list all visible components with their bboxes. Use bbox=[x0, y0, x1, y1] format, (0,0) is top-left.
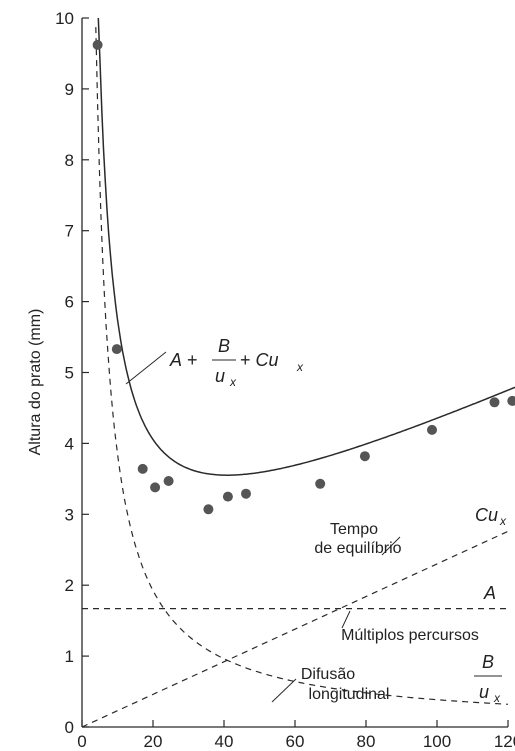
data-point bbox=[507, 395, 515, 406]
svg-text:u: u bbox=[479, 682, 489, 702]
annotation-multiplos: Múltiplos percursos bbox=[341, 627, 479, 644]
x-tick-label: 0 bbox=[77, 732, 86, 751]
svg-text:u: u bbox=[215, 366, 225, 386]
svg-text:x: x bbox=[296, 360, 304, 374]
data-point bbox=[359, 451, 370, 462]
x-ticks: 0 20 40 60 80 100 120 bbox=[77, 720, 515, 751]
curve-total bbox=[97, 17, 515, 476]
y-tick-label: 2 bbox=[65, 576, 74, 595]
y-tick-label: 9 bbox=[65, 80, 74, 99]
y-tick-label: 6 bbox=[65, 293, 74, 312]
x-tick-label: 80 bbox=[357, 732, 376, 751]
leader-multiplos bbox=[341, 610, 351, 629]
y-tick-label: 7 bbox=[65, 222, 74, 241]
label-cu: Cu x bbox=[475, 505, 507, 528]
x-tick-label: 120 bbox=[494, 732, 515, 751]
x-tick-label: 100 bbox=[423, 732, 451, 751]
svg-text:B: B bbox=[482, 652, 494, 672]
x-tick-label: 20 bbox=[144, 732, 163, 751]
svg-text:Cu: Cu bbox=[475, 505, 498, 525]
svg-text:B: B bbox=[218, 336, 230, 356]
data-point bbox=[203, 504, 214, 515]
y-tick-label: 10 bbox=[55, 9, 74, 28]
data-point bbox=[241, 488, 251, 499]
y-tick-label: 5 bbox=[65, 364, 74, 383]
annotation-difusao-line1: Difusão bbox=[301, 666, 355, 683]
data-point bbox=[92, 39, 103, 50]
curve-cu bbox=[81, 530, 509, 728]
curve-b-over-u bbox=[95, 27, 509, 705]
y-tick-label: 4 bbox=[65, 434, 74, 453]
svg-text:x: x bbox=[493, 691, 501, 705]
annotation-tempo-line1: Tempo bbox=[330, 521, 378, 538]
label-b-over-u: B u x bbox=[474, 652, 502, 705]
svg-text:x: x bbox=[499, 514, 507, 528]
y-tick-label: 0 bbox=[65, 718, 74, 737]
data-point bbox=[222, 491, 233, 502]
svg-text:A +: A + bbox=[169, 350, 198, 370]
annotation-tempo-line2: de equilíbrio bbox=[314, 540, 401, 557]
annotation-difusao-line2: longitudinal bbox=[309, 686, 390, 703]
data-point bbox=[489, 397, 500, 408]
label-a: A bbox=[483, 583, 496, 603]
data-point bbox=[427, 424, 437, 435]
label-total: A + B u x + Cu x bbox=[169, 336, 304, 389]
svg-text:+ Cu: + Cu bbox=[240, 350, 279, 370]
data-point bbox=[150, 482, 161, 493]
data-point bbox=[163, 476, 174, 486]
data-points bbox=[92, 39, 515, 515]
data-point bbox=[111, 344, 122, 355]
svg-text:x: x bbox=[229, 375, 237, 389]
y-tick-label: 3 bbox=[65, 505, 74, 524]
x-tick-label: 60 bbox=[286, 732, 305, 751]
x-tick-label: 40 bbox=[215, 732, 234, 751]
y-tick-label: 1 bbox=[65, 647, 74, 666]
data-point bbox=[137, 463, 148, 474]
leader-difusao bbox=[271, 678, 297, 703]
leader-total bbox=[125, 351, 167, 385]
leader-tempo bbox=[381, 536, 401, 556]
data-point bbox=[315, 478, 326, 489]
y-axis-label: Altura do prato (mm) bbox=[27, 309, 44, 456]
y-tick-label: 8 bbox=[65, 151, 74, 170]
y-ticks: 0 1 2 3 4 5 6 7 8 9 10 bbox=[55, 9, 89, 737]
